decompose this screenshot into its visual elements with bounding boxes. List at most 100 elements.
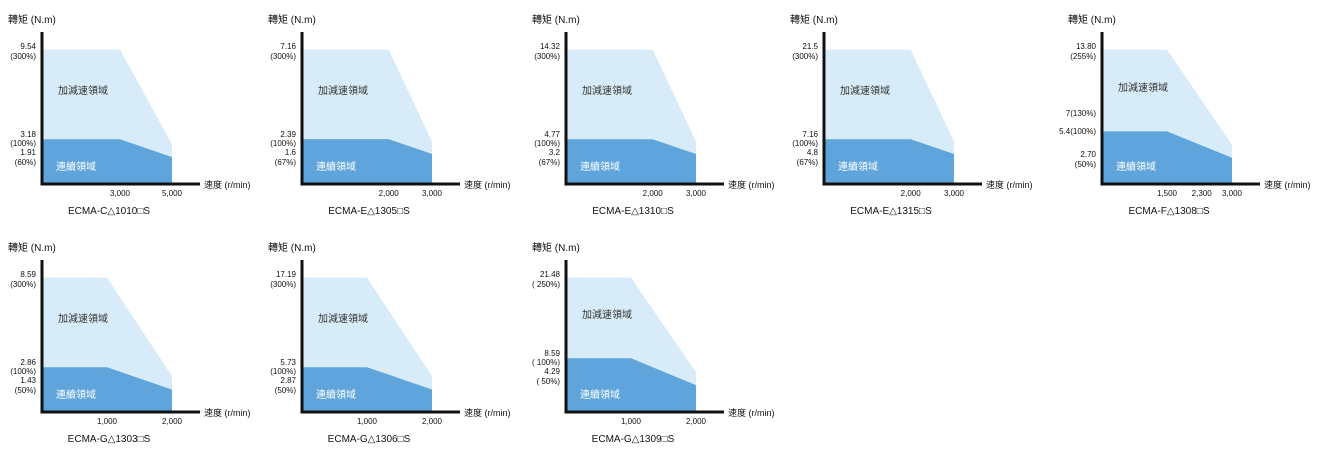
y-axis-title: 轉矩 (N.m) xyxy=(268,243,316,254)
model-label: ECMA-E△1315□S xyxy=(850,206,932,217)
chart-svg xyxy=(300,32,460,186)
torque-chart: 轉矩 (N.m) 21.5 (300%) 7.16 (100%) 4.8 (67%) 加… xyxy=(790,8,1050,234)
torque-chart: 轉矩 (N.m) 13.80 (255%) 7(130%) 5.4(100%) 2.70… xyxy=(1059,8,1328,234)
peak-torque-label: 14.32 (300%) xyxy=(534,42,560,61)
continuous-zone-label: 連續領域 xyxy=(316,390,356,401)
x-tick-label: 2,000 xyxy=(685,417,707,426)
continuous-zone-area xyxy=(42,139,172,184)
chart-svg xyxy=(40,32,200,186)
knee-torque-label: 7(130%) xyxy=(1065,108,1096,118)
rated-torque-label: 8.59 ( 100%) xyxy=(531,348,560,368)
continuous-zone-label: 連續領域 xyxy=(56,390,96,401)
x-tick-label: 3,000 xyxy=(109,189,131,198)
accel-zone-label: 加減速領域 xyxy=(58,86,108,98)
x-tick-label: 3,000 xyxy=(943,189,965,198)
chart-svg xyxy=(1100,32,1260,186)
continuous-zone-label: 連續領域 xyxy=(838,162,878,173)
peak-torque-label: 9.54 (300%) xyxy=(10,42,36,61)
chart-svg xyxy=(564,260,724,414)
continuous-zone-area xyxy=(302,367,432,412)
rated-torque-label: 2.39 (100%) xyxy=(270,129,296,149)
model-label: ECMA-G△1309□S xyxy=(591,434,675,445)
end-torque-label: 1.91 (60%) xyxy=(14,148,36,167)
peak-torque-label: 17.19 (300%) xyxy=(270,270,296,289)
x-tick-label: 1,000 xyxy=(620,417,642,426)
x-axis-title: 速度 (r/min) xyxy=(728,180,775,190)
x-tick-label: 2,000 xyxy=(421,417,443,426)
chart-svg xyxy=(564,32,724,186)
continuous-zone-area xyxy=(566,139,696,184)
accel-zone-label: 加減速領域 xyxy=(840,86,890,98)
chart-svg xyxy=(822,32,982,186)
model-label: ECMA-E△1310□S xyxy=(592,206,674,217)
model-label: ECMA-G△1306□S xyxy=(327,434,411,445)
y-axis-title: 轉矩 (N.m) xyxy=(532,243,580,254)
accel-zone-label: 加減速領域 xyxy=(1118,82,1168,94)
x-tick-label: 2,000 xyxy=(642,189,663,198)
continuous-zone-area xyxy=(824,139,954,184)
continuous-zone-area xyxy=(1102,131,1232,184)
peak-torque-label: 7.16 (300%) xyxy=(270,42,296,61)
rated-torque-label: 2.86 (100%) xyxy=(10,357,36,377)
x-tick-label: 1,000 xyxy=(356,417,378,426)
continuous-zone-area xyxy=(42,367,172,412)
accel-zone-label: 加減速領域 xyxy=(58,314,108,326)
rated-torque-label: 5.73 (100%) xyxy=(270,357,296,377)
x-tick-label: 2,000 xyxy=(161,417,183,426)
continuous-zone-area xyxy=(302,139,432,184)
x-axis-title: 速度 (r/min) xyxy=(464,180,511,190)
torque-chart: 轉矩 (N.m) 7.16 (300%) 2.39 (100%) 1.6 (67%) 加… xyxy=(268,8,528,234)
y-axis-title: 轉矩 (N.m) xyxy=(268,15,316,26)
y-axis-title: 轉矩 (N.m) xyxy=(8,15,56,26)
torque-chart: 轉矩 (N.m) 9.54 (300%) 3.18 (100%) 1.91 (60%)… xyxy=(8,8,268,234)
peak-torque-label: 8.59 (300%) xyxy=(10,270,36,289)
x-tick-label: 3,000 xyxy=(1221,189,1243,198)
continuous-zone-area xyxy=(566,358,696,412)
x-tick-label: 1,000 xyxy=(96,417,118,426)
end-torque-label: 4.29 ( 50%) xyxy=(536,367,560,386)
torque-chart: 轉矩 (N.m) 14.32 (300%) 4.77 (100%) 3.2 (67%)… xyxy=(532,8,792,234)
end-torque-label: 1.43 (50%) xyxy=(14,376,36,395)
y-axis-title: 轉矩 (N.m) xyxy=(1068,15,1116,26)
x-tick-label: 3,000 xyxy=(685,189,707,198)
rated-torque-label: 7.16 (100%) xyxy=(792,129,818,149)
continuous-zone-label: 連續領域 xyxy=(580,162,620,173)
continuous-zone-label: 連續領域 xyxy=(1116,162,1156,173)
chart-svg xyxy=(300,260,460,414)
x-tick-label: 2,300 xyxy=(1191,189,1212,198)
x-axis-title: 速度 (r/min) xyxy=(204,408,251,418)
end-torque-label: 3.2 (67%) xyxy=(538,148,560,167)
x-axis-title: 速度 (r/min) xyxy=(204,180,251,190)
model-label: ECMA-E△1305□S xyxy=(328,206,410,217)
continuous-zone-label: 連續領域 xyxy=(316,162,356,173)
peak-torque-label: 21.48 ( 250%) xyxy=(531,270,560,289)
x-axis-title: 速度 (r/min) xyxy=(728,408,775,418)
x-tick-label: 2,000 xyxy=(378,189,399,198)
accel-zone-label: 加減速領域 xyxy=(582,309,632,321)
end-torque-label: 4.8 (67%) xyxy=(796,148,818,167)
end-torque-label: 1.6 (67%) xyxy=(274,148,296,167)
continuous-zone-label: 連續領域 xyxy=(56,162,96,173)
x-tick-label: 5,000 xyxy=(161,189,183,198)
model-label: ECMA-G△1303□S xyxy=(67,434,151,445)
torque-chart: 轉矩 (N.m) 21.48 ( 250%) 8.59 ( 100%) 4.29 ( … xyxy=(532,236,792,462)
accel-zone-label: 加減速領域 xyxy=(582,86,632,98)
y-axis-title: 轉矩 (N.m) xyxy=(790,15,838,26)
y-axis-title: 轉矩 (N.m) xyxy=(532,15,580,26)
x-tick-label: 1,500 xyxy=(1156,189,1178,198)
continuous-zone-label: 連續領域 xyxy=(580,390,620,401)
rated-torque-label: 4.77 (100%) xyxy=(534,129,560,149)
x-axis-title: 速度 (r/min) xyxy=(1264,180,1311,190)
chart-svg xyxy=(40,260,200,414)
accel-zone-label: 加減速領域 xyxy=(318,314,368,326)
end-torque-label: 2.87 (50%) xyxy=(274,376,296,395)
x-axis-title: 速度 (r/min) xyxy=(464,408,511,418)
y-axis-title: 轉矩 (N.m) xyxy=(8,243,56,254)
x-axis-title: 速度 (r/min) xyxy=(986,180,1033,190)
model-label: ECMA-C△1010□S xyxy=(67,206,151,217)
x-tick-label: 3,000 xyxy=(421,189,443,198)
peak-torque-label: 21.5 (300%) xyxy=(792,42,818,61)
peak-torque-label: 13.80 (255%) xyxy=(1070,42,1096,61)
torque-chart: 轉矩 (N.m) 17.19 (300%) 5.73 (100%) 2.87 (50%… xyxy=(268,236,528,462)
accel-zone-label: 加減速領域 xyxy=(318,86,368,98)
